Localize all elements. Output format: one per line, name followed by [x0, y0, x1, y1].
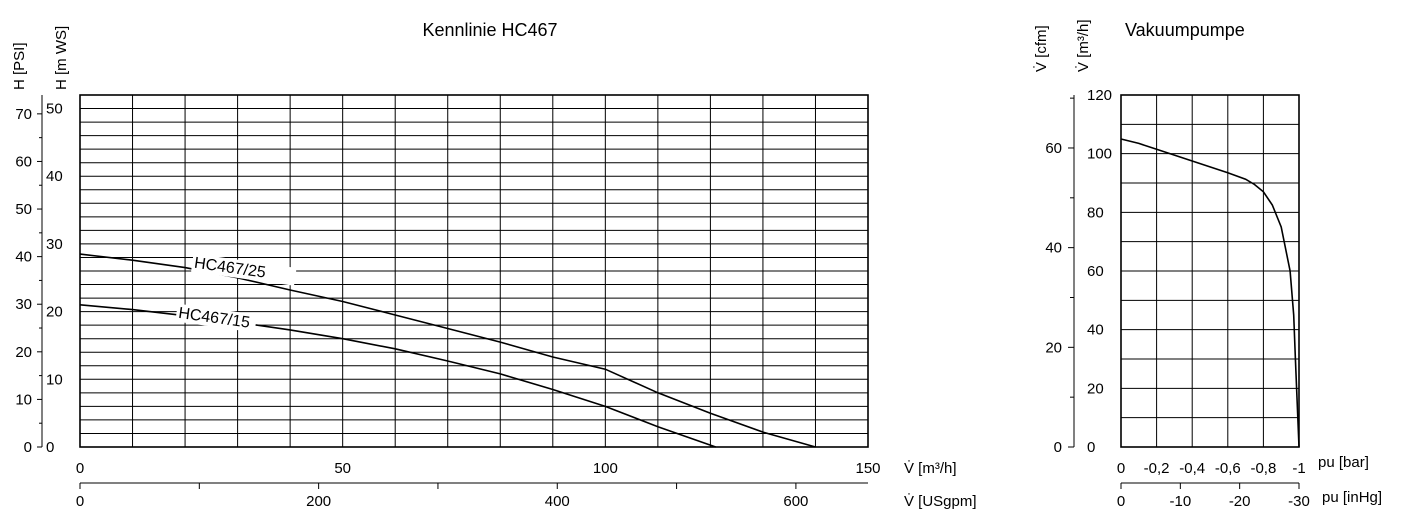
series-label-0: HC467/25 — [193, 255, 267, 282]
vac-x-tick-inhg-2: -20 — [1229, 493, 1251, 510]
x-tick-usgpm-400: 400 — [545, 493, 570, 510]
x-tick-m3h-0: 0 — [76, 460, 84, 477]
vac-y-tick-cfm-0: 0 — [1054, 439, 1062, 456]
x-tick-m3h-100: 100 — [593, 460, 618, 477]
y-tick-mws-50: 50 — [46, 101, 63, 118]
y-tick-mws-0: 0 — [46, 439, 54, 456]
vac-chart-title: Vakuumpumpe — [1125, 20, 1245, 40]
x-tick-m3h-150: 150 — [855, 460, 880, 477]
vac-x-tick-inhg-3: -30 — [1288, 493, 1310, 510]
vac-y-tick-m3h-0: 0 — [1087, 439, 1095, 456]
series-label-1: HC467/15 — [177, 305, 251, 332]
y-tick-psi-50: 50 — [15, 201, 32, 218]
y-axis-label-mws: H [m WS] — [53, 26, 70, 90]
x-tick-usgpm-600: 600 — [783, 493, 808, 510]
vac-y-tick-cfm-60: 60 — [1045, 140, 1062, 157]
vac-x-tick-bar-0: 0 — [1117, 460, 1125, 477]
vac-x-tick-bar-4: -0,8 — [1250, 460, 1276, 477]
vac-y-label-cfm: V̇ [cfm] — [1033, 25, 1050, 72]
y-axis-label-psi: H [PSI] — [11, 42, 28, 90]
vac-y-tick-m3h-40: 40 — [1087, 322, 1104, 339]
x-tick-usgpm-200: 200 — [306, 493, 331, 510]
vac-x-tick-bar-3: -0,6 — [1215, 460, 1241, 477]
y-tick-mws-10: 10 — [46, 371, 63, 388]
vac-x-tick-bar-1: -0,2 — [1144, 460, 1170, 477]
vac-y-tick-m3h-60: 60 — [1087, 263, 1104, 280]
y-tick-psi-0: 0 — [24, 439, 32, 456]
y-tick-psi-40: 40 — [15, 249, 32, 266]
vac-y-tick-m3h-120: 120 — [1087, 87, 1112, 104]
x-tick-usgpm-0: 0 — [76, 493, 84, 510]
y-tick-mws-20: 20 — [46, 304, 63, 321]
vac-x-label-bar: pu [bar] — [1318, 454, 1369, 471]
series-label-mask-1 — [175, 303, 258, 333]
vacuum-curve — [1120, 138, 1300, 448]
y-tick-mws-30: 30 — [46, 236, 63, 253]
y-tick-mws-40: 40 — [46, 168, 63, 185]
vac-y-tick-cfm-40: 40 — [1045, 240, 1062, 257]
vac-x-tick-bar-5: -1 — [1292, 460, 1305, 477]
vac-x-label-inhg: pu [inHg] — [1322, 489, 1382, 506]
vac-y-label-m3h: V̇ [m³/h] — [1075, 19, 1092, 72]
chart-title: Kennlinie HC467 — [422, 20, 557, 40]
y-tick-psi-30: 30 — [15, 296, 32, 313]
vac-x-tick-bar-2: -0,4 — [1179, 460, 1205, 477]
vac-x-tick-inhg-0: 0 — [1117, 493, 1125, 510]
plot-frame-left — [79, 94, 869, 448]
vac-y-tick-m3h-100: 100 — [1087, 146, 1112, 163]
x-tick-m3h-50: 50 — [334, 460, 351, 477]
vac-x-tick-inhg-1: -10 — [1169, 493, 1191, 510]
y-tick-psi-60: 60 — [15, 153, 32, 170]
plot-frame-right — [1120, 94, 1300, 448]
x-axis-label-m3h: V̇ [m³/h] — [904, 460, 957, 477]
vac-y-tick-cfm-20: 20 — [1045, 339, 1062, 356]
vac-y-tick-m3h-20: 20 — [1087, 380, 1104, 397]
y-tick-psi-70: 70 — [15, 106, 32, 123]
x-axis-label-usgpm: V̇ [USgpm] — [904, 493, 977, 510]
series-label-mask-0 — [191, 253, 297, 286]
vac-y-tick-m3h-80: 80 — [1087, 204, 1104, 221]
y-tick-psi-20: 20 — [15, 344, 32, 361]
y-tick-psi-10: 10 — [15, 391, 32, 408]
